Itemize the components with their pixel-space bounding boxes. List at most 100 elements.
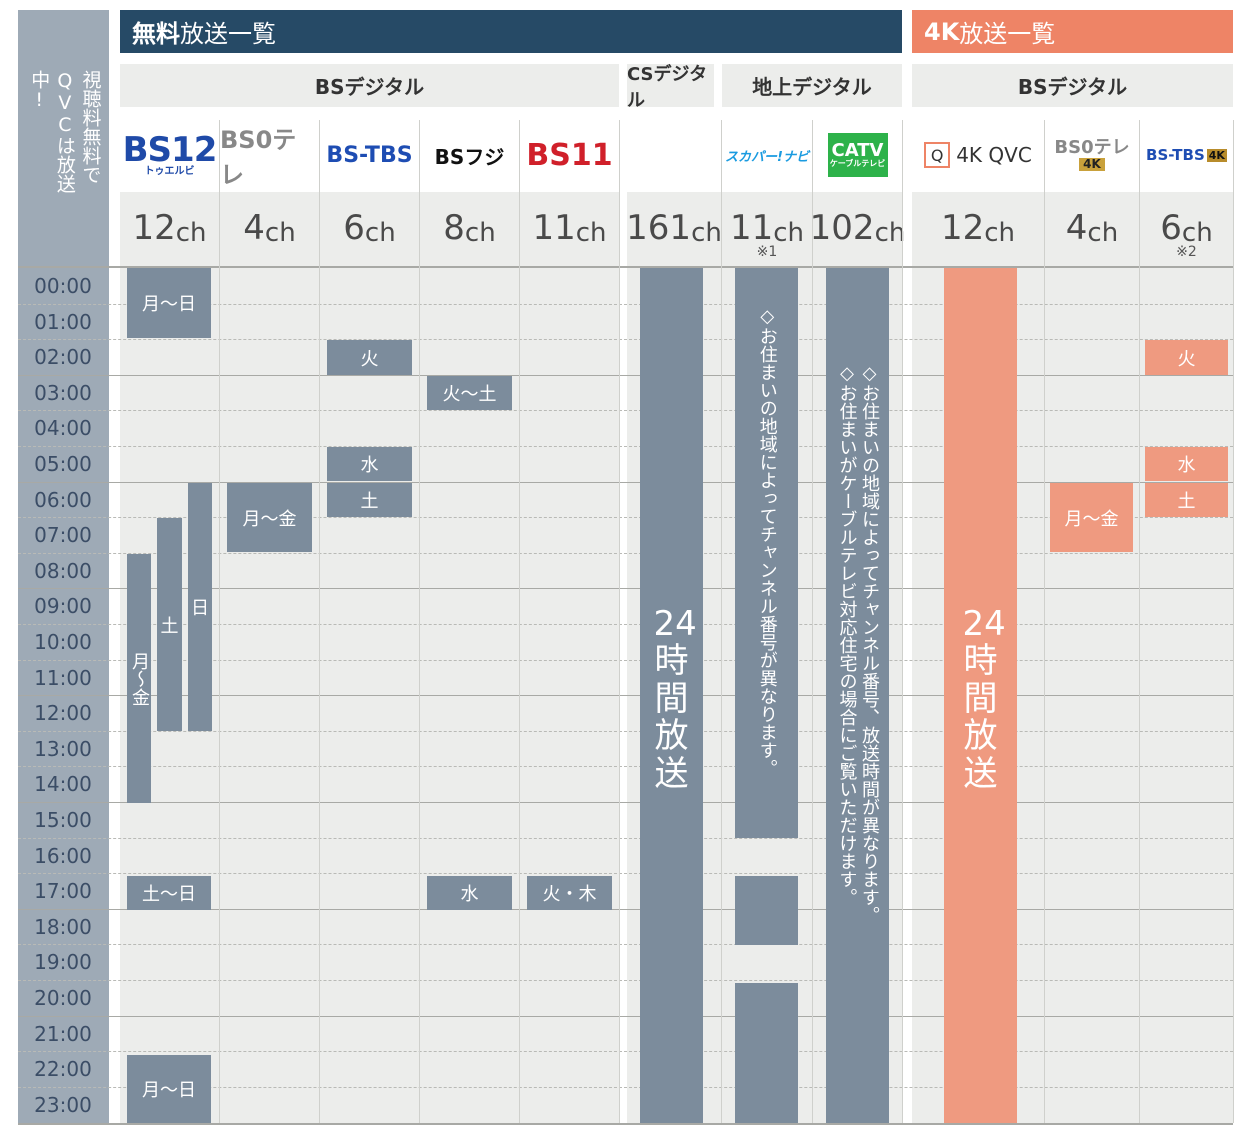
cs161-block-24h: 24時間放送 xyxy=(640,268,703,1123)
skapa-logo: スカパー!ナビ xyxy=(722,120,812,190)
qvc4k-logo: Q 4K QVC xyxy=(912,120,1044,190)
hour-gridline xyxy=(18,1051,1233,1053)
channel-c4: 8 ch xyxy=(420,192,519,266)
channel-unit: ch xyxy=(464,218,496,248)
channel-unit: ch xyxy=(1181,218,1213,248)
hour-gridline xyxy=(18,624,1233,625)
free-broadcast-header: 無料 放送一覧 xyxy=(120,10,902,53)
skapa-block-main: ◇お住まいの地域によってチャンネル番号が異なります。 xyxy=(735,268,798,838)
hour-gridline xyxy=(18,481,1233,483)
time-label: 19:00 xyxy=(34,950,92,975)
group-bs-digital-4k: BSデジタル xyxy=(912,64,1233,107)
channel-note: ※2 xyxy=(1176,244,1197,260)
bsfuji-logo: BSフジ xyxy=(420,120,519,190)
hour-gridline xyxy=(18,552,1233,554)
left-label-column xyxy=(18,10,109,1125)
time-label: 08:00 xyxy=(34,558,92,583)
time-label: 03:00 xyxy=(34,380,92,405)
channel-unit: ch xyxy=(691,218,722,248)
column-separator xyxy=(1233,120,1234,1123)
time-label: 04:00 xyxy=(34,416,92,441)
channel-unit: ch xyxy=(575,218,607,248)
bs12-block-sun: 日 xyxy=(188,483,212,731)
skapa-block-2000 xyxy=(735,983,798,1123)
group-chijo-digital: 地上デジタル xyxy=(722,64,902,107)
column-separator xyxy=(812,120,813,1123)
hour-gridline xyxy=(18,695,1233,697)
channel-c9: 12 ch xyxy=(912,192,1044,266)
bs12-block-2200: 月〜日 xyxy=(127,1055,211,1123)
channel-c1: 12 ch xyxy=(120,192,219,266)
bs12-logo: BS12 トゥエルビ xyxy=(120,120,219,190)
channel-c7: 11 ch ※1 xyxy=(722,192,812,266)
channel-number: 11 xyxy=(729,208,774,248)
free-header-bold: 無料 xyxy=(132,20,180,48)
bs0tele4k-block-0600: 月〜金 xyxy=(1050,483,1133,552)
channel-c2: 4 ch xyxy=(220,192,319,266)
channel-number: 6 xyxy=(1160,208,1182,248)
channel-c3: 6 ch xyxy=(320,192,419,266)
hour-gridline xyxy=(18,446,1233,447)
4k-broadcast-header: 4K 放送一覧 xyxy=(912,10,1233,53)
time-label: 20:00 xyxy=(34,986,92,1010)
qvc-q-icon: Q xyxy=(924,142,951,168)
time-label: 14:00 xyxy=(34,772,92,797)
bs0tele-logo: BS0テレ xyxy=(220,120,319,190)
channel-number: 4 xyxy=(1065,208,1088,248)
time-label: 07:00 xyxy=(34,523,92,548)
hour-gridline xyxy=(18,517,1233,519)
bstbs-logo: BS-TBS xyxy=(320,120,419,190)
channel-unit: ch xyxy=(264,218,296,248)
hour-gridline xyxy=(18,873,1233,875)
time-label: 21:00 xyxy=(34,1021,92,1046)
channel-c8: 102 ch xyxy=(810,192,905,266)
bs0tele-block-0600: 月〜金 xyxy=(227,483,312,552)
channel-number: 4 xyxy=(243,208,265,248)
catv-block-24h: ◇お住まいがケーブルテレビ対応住宅の場合にご覧いただけます。 ◇お住まいの地域によ… xyxy=(826,268,889,1123)
bsfuji-block-1700: 水 xyxy=(427,876,512,910)
bstbs-block-0200: 火 xyxy=(327,340,412,375)
column-separator xyxy=(721,120,722,1123)
qvc4k-block-24h: 24時間放送 xyxy=(944,268,1017,1123)
channel-unit: ch xyxy=(773,218,805,248)
column-separator xyxy=(1044,120,1045,1123)
bstbs4k-block-0500: 水 xyxy=(1145,447,1228,481)
hour-gridline xyxy=(18,588,1233,590)
time-label: 06:00 xyxy=(34,487,92,512)
time-label: 18:00 xyxy=(34,914,92,939)
time-label: 15:00 xyxy=(34,808,92,832)
hour-gridline xyxy=(18,339,1233,341)
hour-gridline xyxy=(18,837,1233,839)
channel-number: 12 xyxy=(940,208,985,248)
channel-number: 11 xyxy=(532,208,576,248)
time-label: 17:00 xyxy=(34,879,92,904)
hour-gridline xyxy=(18,374,1233,376)
bs0tele4k-logo: BS0テレ 4K xyxy=(1045,120,1139,190)
time-label: 05:00 xyxy=(34,452,92,476)
channel-c5: 11 ch xyxy=(520,192,619,266)
hour-gridline xyxy=(18,1015,1233,1017)
hour-gridline xyxy=(18,944,1233,946)
bstbs4k-block-0600: 土 xyxy=(1145,483,1228,517)
column-separator xyxy=(902,120,903,1123)
hour-gridline xyxy=(18,410,1233,412)
column-separator xyxy=(1139,120,1140,1123)
bs11-block-1700: 火・木 xyxy=(527,876,612,910)
time-label: 23:00 xyxy=(34,1092,92,1117)
group-bs-digital: BSデジタル xyxy=(120,64,619,107)
channel-c10: 4 ch xyxy=(1045,192,1139,266)
channel-number: 8 xyxy=(443,208,465,248)
group-cs-digital: CSデジタル xyxy=(627,64,714,111)
hour-gridline xyxy=(18,766,1233,768)
column-separator xyxy=(219,120,220,1123)
hour-gridline xyxy=(18,980,1233,981)
column-separator xyxy=(419,120,420,1123)
time-label: 16:00 xyxy=(34,843,92,868)
channel-unit: ch xyxy=(175,218,207,248)
left-label-text: 視聴料無料でQVCは放送中! xyxy=(26,70,102,200)
4k-header-rest: 放送一覧 xyxy=(959,20,1056,48)
channel-unit: ch xyxy=(1087,218,1119,248)
bstbs-block-0600: 土 xyxy=(327,483,412,517)
time-label: 10:00 xyxy=(34,630,92,654)
channel-c11: 6 ch ※2 xyxy=(1140,192,1233,266)
